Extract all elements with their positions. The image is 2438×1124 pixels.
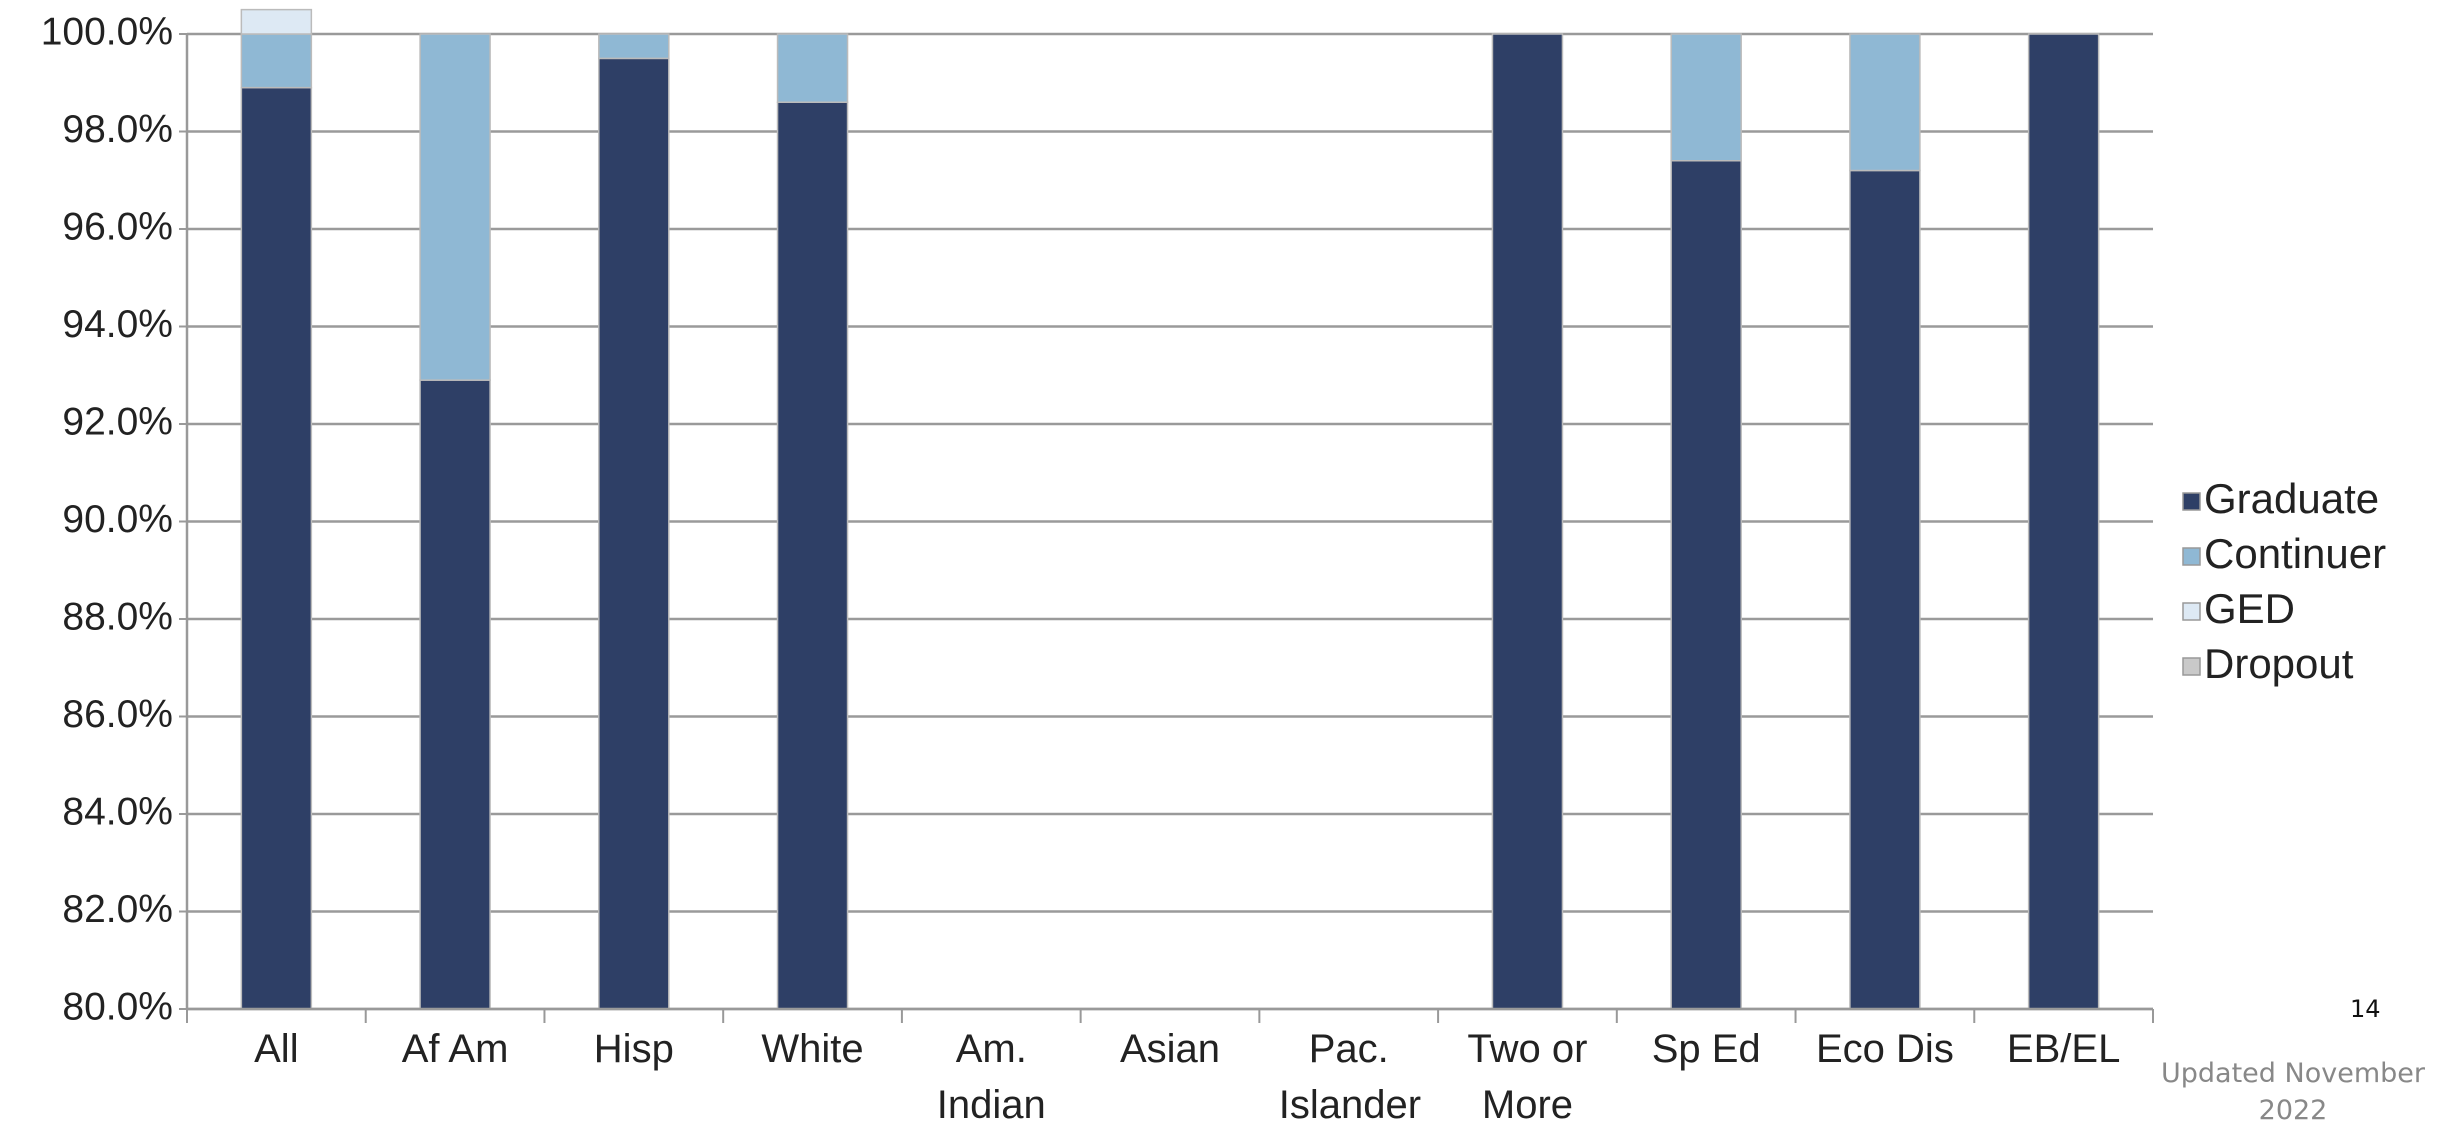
y-tick-label: 100.0% bbox=[41, 10, 173, 53]
y-tick-label: 92.0% bbox=[62, 400, 173, 443]
bar-segment bbox=[2027, 33, 2100, 1010]
x-tick-label: Af Am bbox=[401, 1027, 509, 1071]
x-tick-label: White bbox=[761, 1027, 864, 1071]
legend-label: Graduate bbox=[2204, 475, 2379, 522]
legend-swatch bbox=[2182, 657, 2201, 676]
legend-swatch bbox=[2182, 492, 2201, 511]
x-tick-label: All bbox=[254, 1027, 299, 1071]
x-tick-label: EB/EL bbox=[2006, 1027, 2121, 1071]
bar-segment bbox=[1670, 33, 1742, 162]
bar-segment bbox=[240, 86, 313, 1010]
y-tick-label: 88.0% bbox=[62, 595, 173, 638]
x-tick-label: Pac. Islander bbox=[1278, 1027, 1422, 1124]
bar-segment bbox=[1849, 169, 1921, 1010]
bar-segment bbox=[1491, 33, 1564, 1010]
legend-swatch bbox=[2182, 547, 2201, 566]
bar-segment bbox=[1670, 160, 1742, 1010]
y-tick-label: 82.0% bbox=[62, 888, 173, 931]
x-tick-label: Hisp bbox=[593, 1027, 674, 1071]
y-tick-label: 98.0% bbox=[62, 108, 173, 151]
bar-segment bbox=[1849, 33, 1921, 172]
y-tick-label: 96.0% bbox=[62, 205, 173, 248]
bar-segment bbox=[240, 8, 313, 35]
legend-label: GED bbox=[2204, 585, 2295, 632]
bar-segment bbox=[419, 33, 491, 381]
legend-swatch bbox=[2182, 602, 2201, 621]
y-tick-label: 86.0% bbox=[62, 693, 173, 736]
legend-label: Continuer bbox=[2204, 530, 2386, 577]
y-tick-label: 94.0% bbox=[62, 303, 173, 346]
x-tick-label: Am. Indian bbox=[936, 1027, 1046, 1124]
y-tick-label: 80.0% bbox=[62, 985, 173, 1028]
x-tick-label: Sp Ed bbox=[1651, 1027, 1761, 1071]
x-tick-label: Two or More bbox=[1467, 1027, 1588, 1124]
y-tick-label: 84.0% bbox=[62, 790, 173, 833]
bar-segment bbox=[598, 33, 670, 60]
bar-segment bbox=[240, 33, 313, 89]
x-tick-label: Eco Dis bbox=[1816, 1027, 1954, 1071]
x-tick-label: Asian bbox=[1119, 1027, 1221, 1071]
bar-segment bbox=[776, 33, 849, 103]
footer: Updated November 2022 bbox=[2161, 1058, 2425, 1124]
y-tick-label: 90.0% bbox=[62, 498, 173, 541]
bar-segment bbox=[776, 101, 849, 1010]
legend-label: Dropout bbox=[2204, 640, 2354, 687]
bar-segment bbox=[598, 57, 670, 1010]
bar-segment bbox=[419, 379, 491, 1010]
page-number: 14 bbox=[2350, 995, 2381, 1023]
